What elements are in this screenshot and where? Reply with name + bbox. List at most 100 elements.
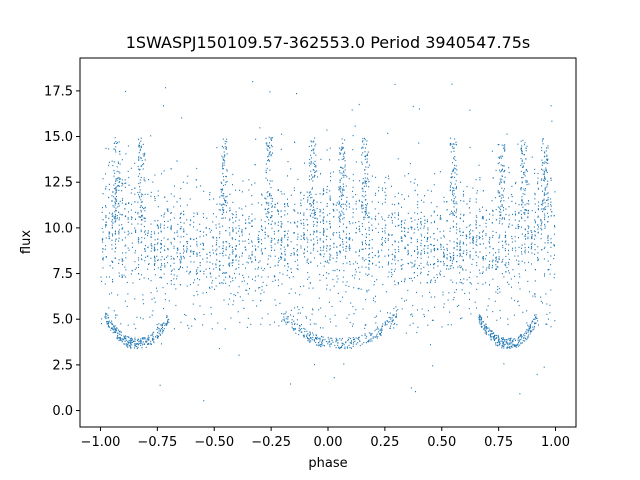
data-point (161, 328, 162, 330)
data-point (395, 225, 396, 227)
data-point (322, 249, 324, 251)
data-point (323, 256, 325, 258)
data-point (368, 233, 370, 236)
data-point (121, 214, 123, 216)
data-point (358, 338, 360, 340)
data-point (544, 169, 546, 171)
data-point (326, 191, 328, 194)
data-point (347, 339, 349, 342)
data-point (124, 245, 126, 247)
data-point (225, 248, 227, 250)
data-point (164, 212, 166, 214)
data-point (339, 213, 341, 215)
data-point (511, 194, 513, 196)
x-tick-label: −0.50 (194, 435, 234, 450)
data-point (404, 175, 406, 177)
data-point (349, 342, 351, 344)
data-point (499, 309, 501, 312)
data-point (357, 338, 359, 340)
data-point (233, 294, 235, 296)
data-point (486, 267, 488, 269)
data-point (130, 347, 132, 349)
data-point (284, 230, 286, 232)
data-point (163, 330, 165, 332)
data-point (314, 165, 316, 168)
data-point (537, 183, 539, 185)
data-point (266, 167, 268, 169)
data-point (144, 206, 146, 209)
data-point (303, 235, 305, 237)
data-point (160, 243, 162, 245)
data-point (518, 212, 520, 214)
data-point (329, 227, 331, 229)
data-point (368, 341, 370, 343)
data-point (283, 246, 285, 248)
data-point (210, 229, 212, 231)
data-point (218, 209, 220, 211)
data-point (351, 347, 352, 349)
data-point (281, 241, 283, 243)
data-point (381, 203, 383, 205)
data-point (522, 153, 523, 155)
data-point (312, 180, 314, 182)
data-point (270, 240, 272, 242)
data-point (297, 212, 299, 214)
data-point (167, 239, 169, 241)
data-point (387, 238, 389, 240)
data-point (246, 289, 248, 291)
data-point (365, 185, 367, 187)
data-point (112, 267, 114, 269)
data-point (113, 216, 115, 218)
data-point (168, 300, 170, 302)
data-point (178, 268, 180, 270)
data-point (450, 176, 452, 178)
data-point (515, 344, 517, 346)
data-point (546, 186, 548, 188)
data-point (300, 223, 302, 225)
data-point (330, 180, 331, 182)
data-point (342, 208, 344, 210)
data-point (500, 199, 502, 202)
data-point (232, 249, 234, 251)
data-point (370, 338, 372, 340)
data-point (315, 334, 317, 336)
data-point (303, 285, 305, 287)
data-point (186, 266, 188, 268)
data-point (128, 232, 130, 234)
data-point (456, 169, 458, 171)
data-point (542, 302, 543, 304)
data-point (401, 259, 403, 261)
data-point (231, 213, 233, 215)
data-point (544, 273, 545, 275)
data-point (352, 186, 354, 188)
data-point (265, 227, 266, 229)
data-point (270, 137, 272, 139)
data-point (507, 281, 508, 283)
data-point (534, 269, 536, 271)
data-point (540, 225, 542, 227)
data-point (202, 292, 204, 294)
data-point (131, 223, 133, 225)
data-point (528, 327, 530, 329)
data-point (430, 244, 432, 246)
data-point (111, 227, 113, 229)
data-point (398, 192, 399, 194)
data-point (505, 342, 507, 344)
data-point (526, 336, 528, 338)
data-point (193, 282, 195, 284)
data-point (345, 237, 347, 239)
data-point (439, 171, 441, 173)
data-point (430, 249, 432, 251)
data-point (255, 249, 257, 251)
data-point (497, 260, 499, 262)
data-point (463, 200, 465, 202)
data-point (283, 193, 285, 195)
data-point (118, 259, 120, 261)
data-point (251, 245, 253, 247)
data-point (466, 279, 468, 281)
data-point (142, 337, 144, 339)
y-tick-label: 10.0 (44, 221, 73, 236)
data-point (107, 316, 109, 319)
data-point (342, 223, 344, 225)
data-point (196, 167, 198, 170)
